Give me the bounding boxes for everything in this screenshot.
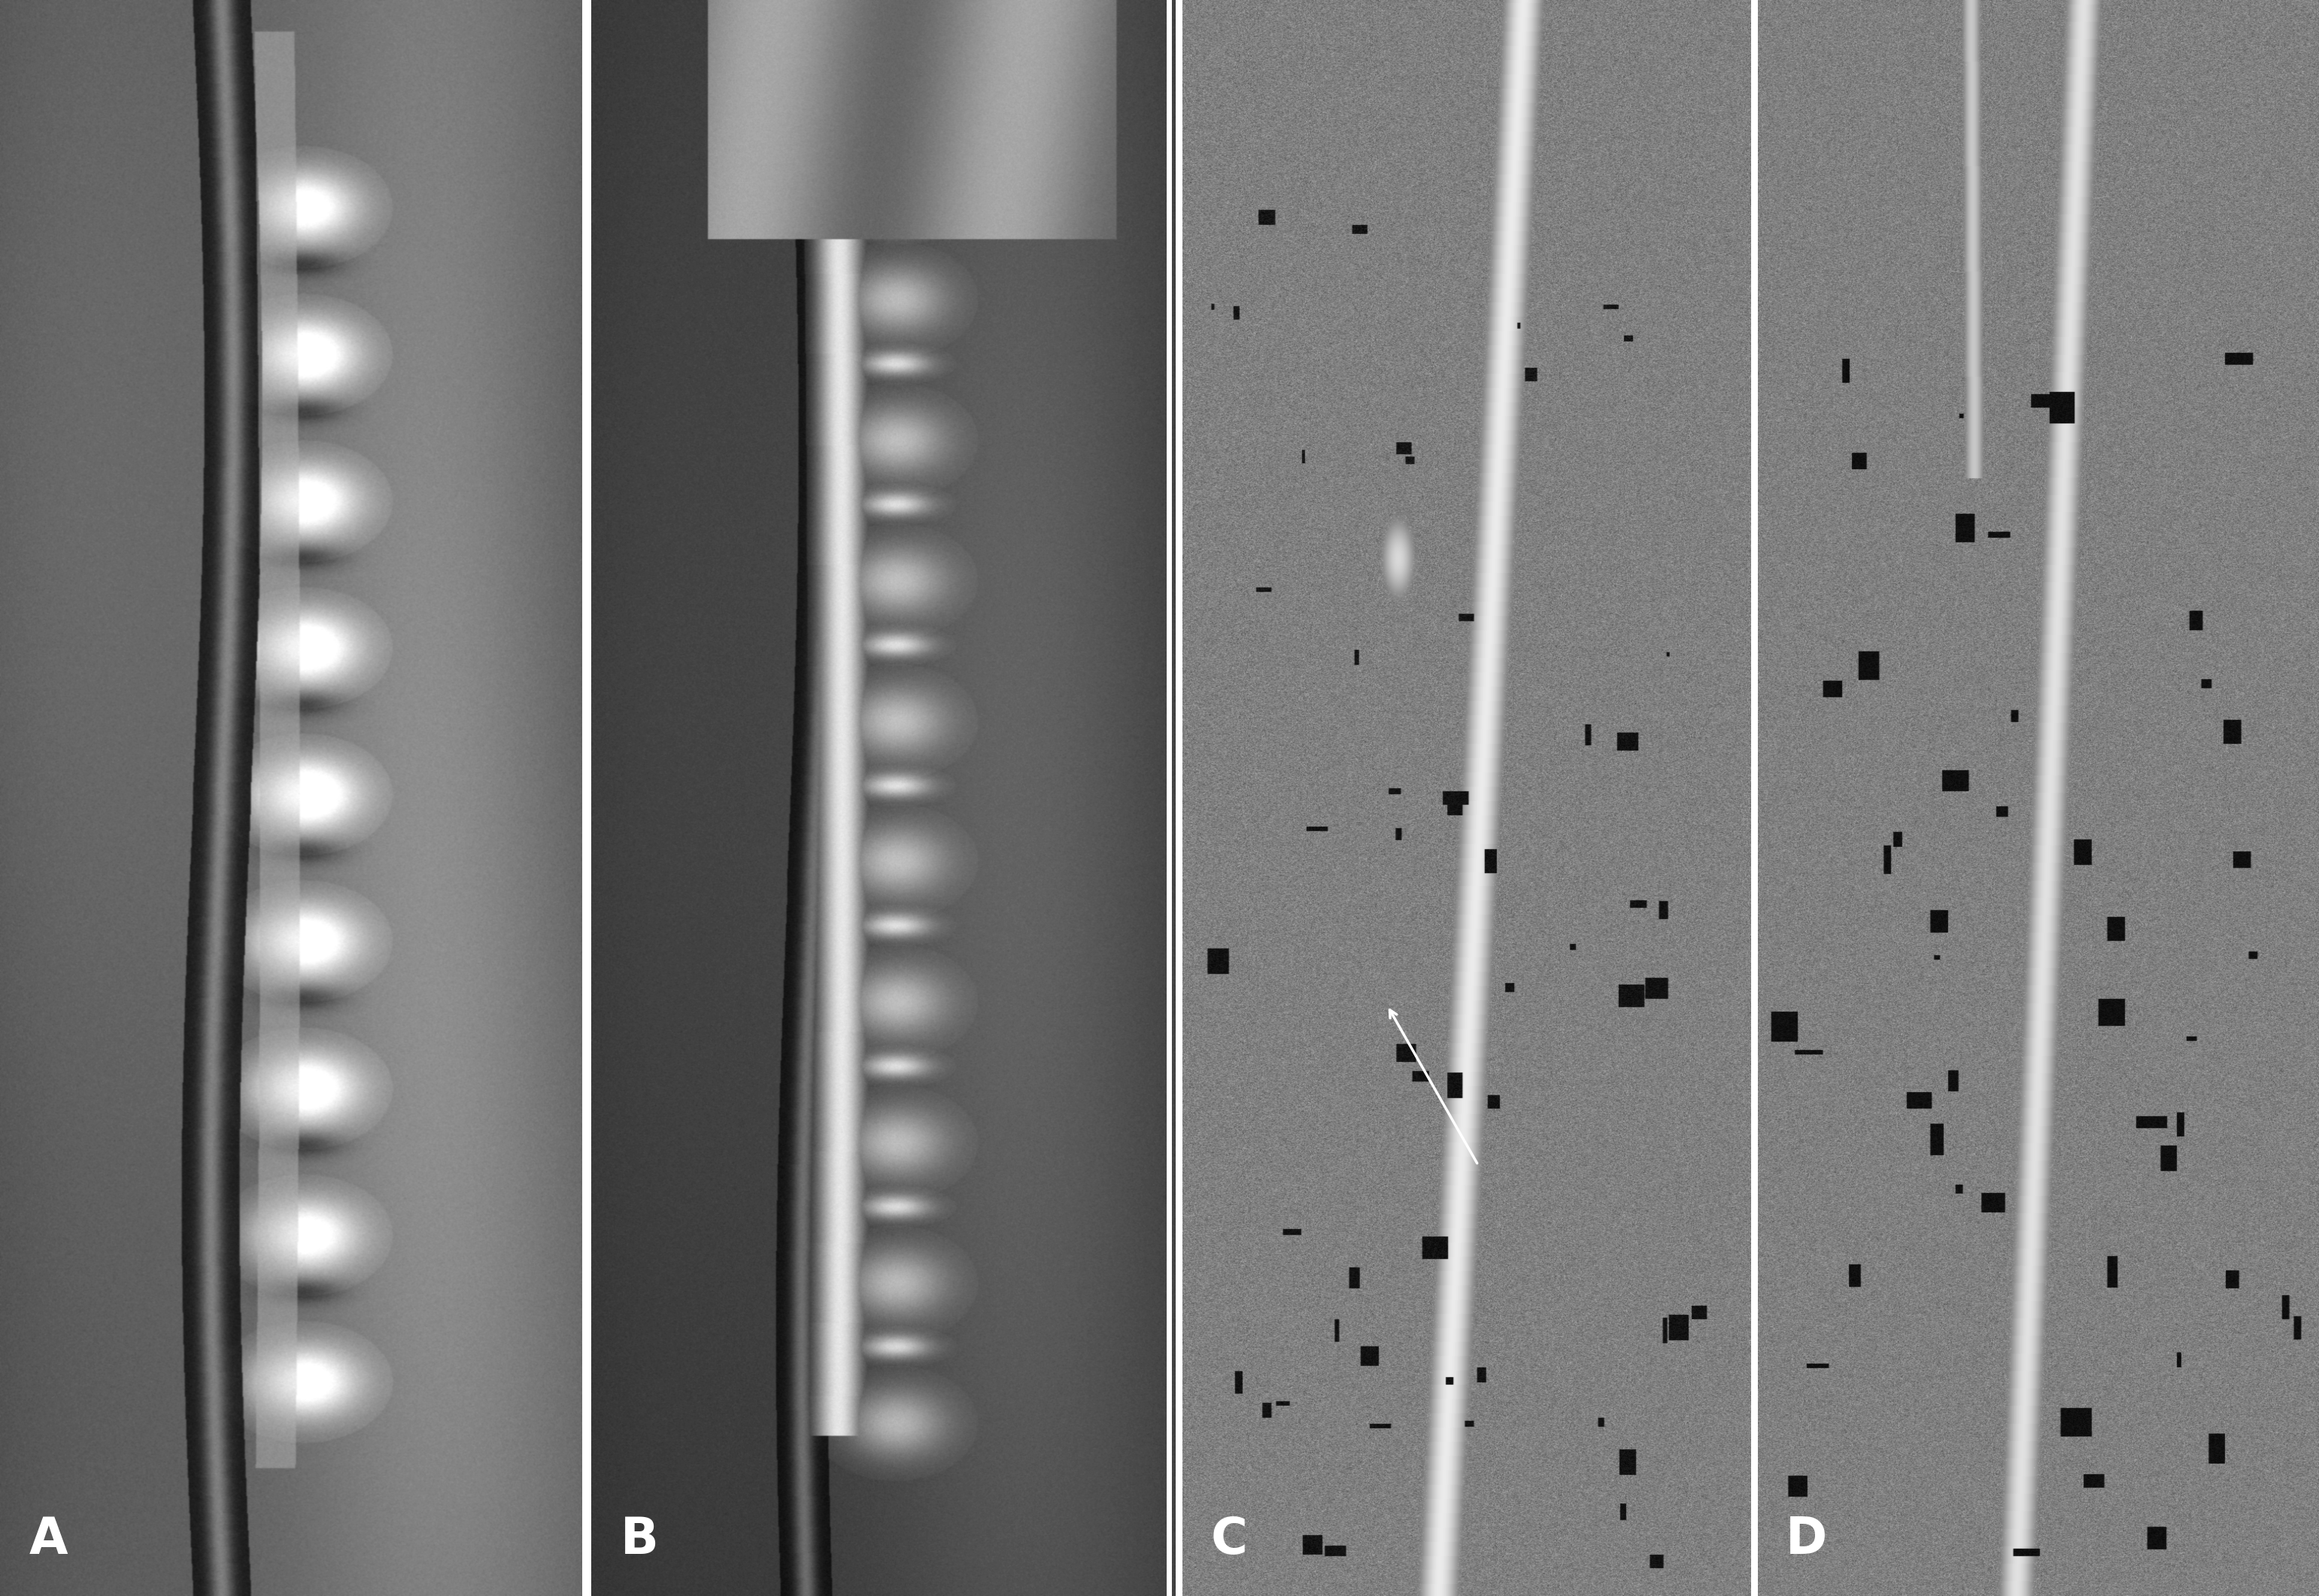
Text: D: D (1786, 1515, 1827, 1564)
Text: A: A (30, 1515, 67, 1564)
Text: C: C (1211, 1515, 1248, 1564)
Text: B: B (621, 1515, 659, 1564)
